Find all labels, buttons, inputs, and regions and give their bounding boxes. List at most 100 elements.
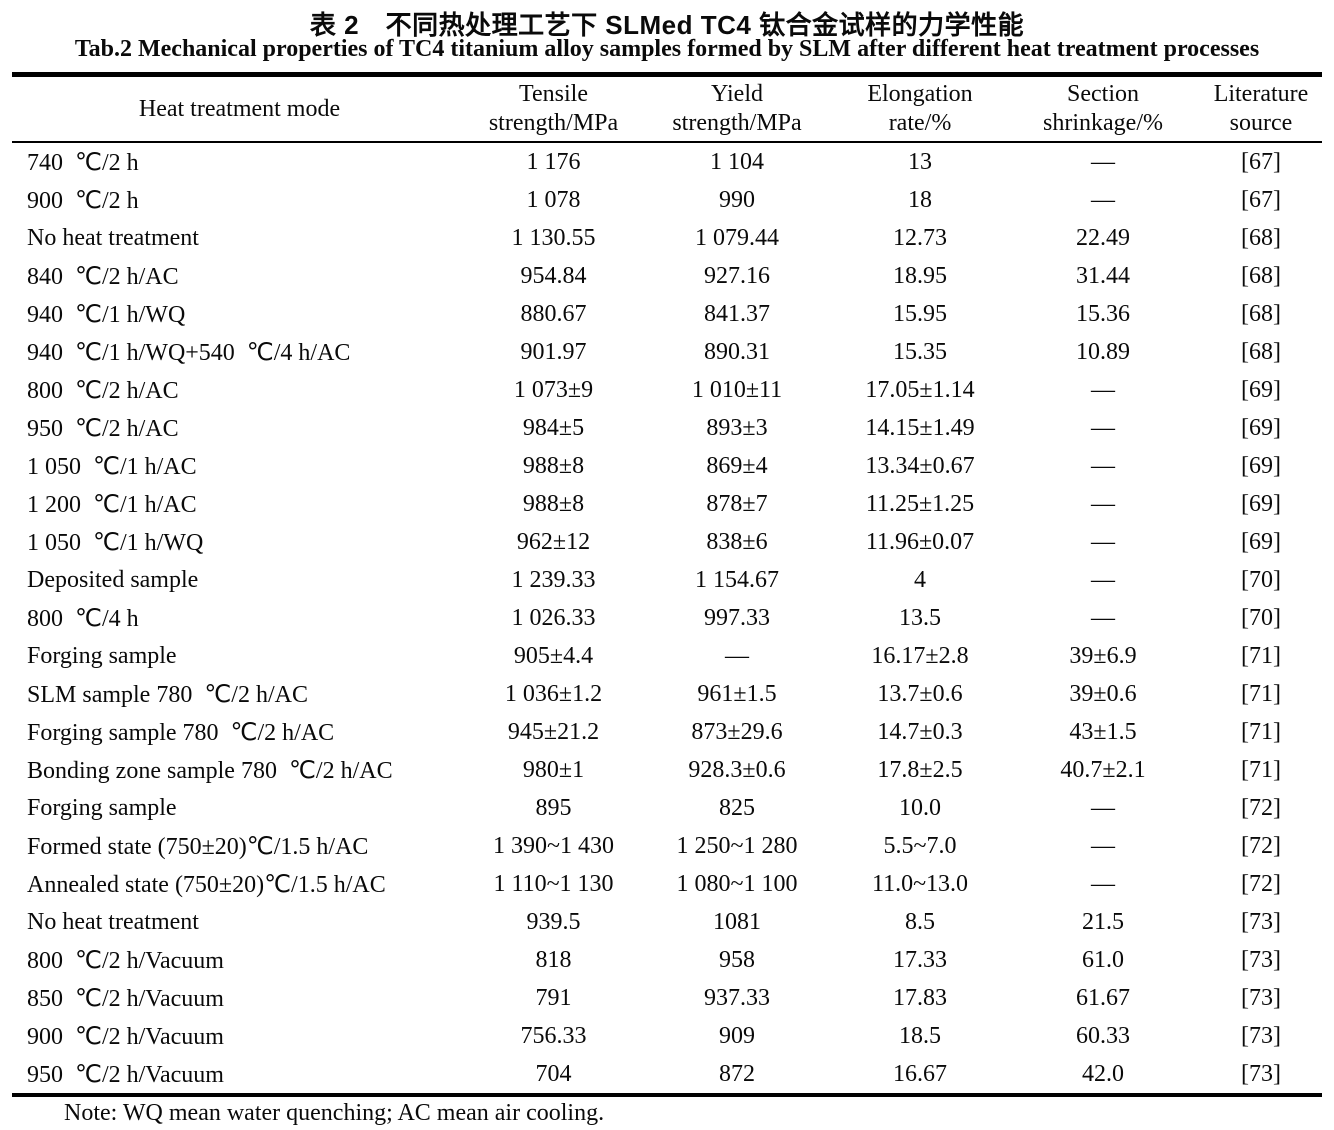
cell-yield-strength: 1 250~1 280 xyxy=(676,832,798,859)
table-row: 940 ℃/1 h/WQ 880.67 841.37 15.95 15.36 [68] xyxy=(12,295,1322,333)
cell-elongation-rate: 12.73 xyxy=(893,224,947,251)
cell-heat-treatment-mode: 1 050 ℃/1 h/WQ xyxy=(27,529,204,556)
cell-section-shrinkage: — xyxy=(1091,490,1115,517)
cell-literature-source: [71] xyxy=(1241,718,1281,745)
cell-yield-strength: 1 154.67 xyxy=(695,566,779,593)
cell-literature-source: [68] xyxy=(1241,338,1281,365)
cell-elongation-rate: 11.25±1.25 xyxy=(865,490,975,517)
table-row: 800 ℃/2 h/Vacuum 818 958 17.33 61.0 [73] xyxy=(12,941,1322,979)
cell-yield-strength: 958 xyxy=(719,946,755,973)
cell-literature-source: [67] xyxy=(1241,148,1281,175)
cell-literature-source: [68] xyxy=(1241,224,1281,251)
cell-section-shrinkage: 40.7±2.1 xyxy=(1060,756,1146,783)
cell-yield-strength: 1 010±11 xyxy=(691,376,783,403)
cell-section-shrinkage: 61.0 xyxy=(1082,946,1124,973)
table-row: Forging sample 905±4.4 — 16.17±2.8 39±6.9 [71… xyxy=(12,637,1322,675)
cell-elongation-rate: 14.15±1.49 xyxy=(865,414,975,441)
cell-tensile-strength: 1 073±9 xyxy=(513,376,594,403)
cell-yield-strength: 893±3 xyxy=(706,414,768,441)
cell-yield-strength: 937.33 xyxy=(704,984,770,1011)
cell-section-shrinkage: — xyxy=(1091,604,1115,631)
cell-literature-source: [68] xyxy=(1241,262,1281,289)
cell-yield-strength: 997.33 xyxy=(704,604,770,631)
cell-yield-strength: 928.3±0.6 xyxy=(688,756,786,783)
table-row: No heat treatment 939.5 1081 8.5 21.5 [73] xyxy=(12,903,1322,941)
cell-tensile-strength: 880.67 xyxy=(520,300,587,327)
cell-tensile-strength: 945±21.2 xyxy=(507,718,600,745)
cell-heat-treatment-mode: 900 ℃/2 h xyxy=(27,187,139,214)
cell-yield-strength: 1 079.44 xyxy=(695,224,779,251)
cell-heat-treatment-mode: 1 050 ℃/1 h/AC xyxy=(27,453,197,480)
cell-section-shrinkage: 42.0 xyxy=(1082,1060,1124,1087)
table-row: 800 ℃/4 h 1 026.33 997.33 13.5 — [70] xyxy=(12,599,1322,637)
cell-heat-treatment-mode: 1 200 ℃/1 h/AC xyxy=(27,491,197,518)
cell-tensile-strength: 791 xyxy=(535,984,572,1011)
cell-yield-strength: 909 xyxy=(719,1022,755,1049)
cell-heat-treatment-mode: 800 ℃/4 h xyxy=(27,605,139,632)
cell-section-shrinkage: — xyxy=(1091,832,1115,859)
cell-heat-treatment-mode: Forging sample xyxy=(27,794,177,821)
cell-tensile-strength: 704 xyxy=(535,1060,572,1087)
table-row: Bonding zone sample 780 ℃/2 h/AC 980±1 928… xyxy=(12,751,1322,789)
table-header-separator-rule xyxy=(12,141,1322,143)
cell-tensile-strength: 1 390~1 430 xyxy=(493,832,614,859)
cell-heat-treatment-mode: 850 ℃/2 h/Vacuum xyxy=(27,985,224,1012)
table-caption-english: Tab.2 Mechanical properties of TC4 titan… xyxy=(74,36,1260,62)
cell-section-shrinkage: 31.44 xyxy=(1076,262,1130,289)
table-row: 900 ℃/2 h/Vacuum 756.33 909 18.5 60.33 [73] xyxy=(12,1017,1322,1055)
cell-tensile-strength: 988±8 xyxy=(522,490,585,517)
cell-tensile-strength: 905±4.4 xyxy=(513,642,594,669)
cell-elongation-rate: 13.5 xyxy=(899,604,941,631)
cell-tensile-strength: 818 xyxy=(535,946,572,973)
table-row: 900 ℃/2 h 1 078 990 18 — [67] xyxy=(12,181,1322,219)
table-top-rule xyxy=(12,72,1322,77)
cell-section-shrinkage: — xyxy=(1091,794,1115,821)
cell-tensile-strength: 1 130.55 xyxy=(511,224,596,251)
cell-yield-strength: 873±29.6 xyxy=(691,718,783,745)
table-row: 840 ℃/2 h/AC 954.84 927.16 18.95 31.44 [68] xyxy=(12,257,1322,295)
cell-tensile-strength: 980±1 xyxy=(522,756,585,783)
cell-elongation-rate: 8.5 xyxy=(905,908,935,935)
cell-literature-source: [69] xyxy=(1241,376,1281,403)
cell-heat-treatment-mode: Formed state (750±20)℃/1.5 h/AC xyxy=(27,833,369,860)
cell-elongation-rate: 4 xyxy=(914,566,926,593)
cell-section-shrinkage: — xyxy=(1091,376,1115,403)
cell-tensile-strength: 984±5 xyxy=(522,414,585,441)
cell-literature-source: [73] xyxy=(1241,984,1281,1011)
cell-literature-source: [67] xyxy=(1241,186,1281,213)
cell-tensile-strength: 895 xyxy=(535,794,572,821)
cell-yield-strength: 961±1.5 xyxy=(697,680,777,707)
cell-heat-treatment-mode: No heat treatment xyxy=(27,908,199,935)
cell-section-shrinkage: — xyxy=(1091,414,1115,441)
cell-tensile-strength: 988±8 xyxy=(522,452,585,479)
cell-section-shrinkage: 39±6.9 xyxy=(1069,642,1137,669)
cell-yield-strength: 838±6 xyxy=(706,528,768,555)
cell-literature-source: [72] xyxy=(1241,870,1281,897)
table-row: Forging sample 780 ℃/2 h/AC 945±21.2 873±2… xyxy=(12,713,1322,751)
cell-elongation-rate: 15.95 xyxy=(893,300,947,327)
cell-tensile-strength: 939.5 xyxy=(526,908,581,935)
header-literature-source: Literature source xyxy=(1213,81,1309,136)
cell-elongation-rate: 14.7±0.3 xyxy=(877,718,963,745)
header-tensile-strength: Tensile strength/MPa xyxy=(488,81,619,136)
cell-elongation-rate: 17.83 xyxy=(893,984,947,1011)
table-row: 950 ℃/2 h/Vacuum 704 872 16.67 42.0 [73] xyxy=(12,1055,1322,1093)
table-row: Annealed state (750±20)℃/1.5 h/AC 1 110~1… xyxy=(12,865,1322,903)
cell-heat-treatment-mode: 800 ℃/2 h/AC xyxy=(27,377,179,404)
cell-literature-source: [71] xyxy=(1241,756,1281,783)
cell-yield-strength: 927.16 xyxy=(704,262,770,289)
cell-literature-source: [69] xyxy=(1241,452,1281,479)
cell-literature-source: [72] xyxy=(1241,832,1281,859)
cell-elongation-rate: 17.8±2.5 xyxy=(877,756,963,783)
table-row: Deposited sample 1 239.33 1 154.67 4 — [70] xyxy=(12,561,1322,599)
cell-section-shrinkage: 60.33 xyxy=(1076,1022,1130,1049)
cell-elongation-rate: 16.17±2.8 xyxy=(871,642,969,669)
cell-yield-strength: 1 104 xyxy=(710,148,764,175)
cell-heat-treatment-mode: No heat treatment xyxy=(27,224,199,251)
cell-section-shrinkage: — xyxy=(1091,870,1115,897)
cell-tensile-strength: 954.84 xyxy=(520,262,587,289)
cell-heat-treatment-mode: Forging sample 780 ℃/2 h/AC xyxy=(27,719,335,746)
cell-elongation-rate: 11.96±0.07 xyxy=(865,528,975,555)
cell-elongation-rate: 15.35 xyxy=(893,338,947,365)
